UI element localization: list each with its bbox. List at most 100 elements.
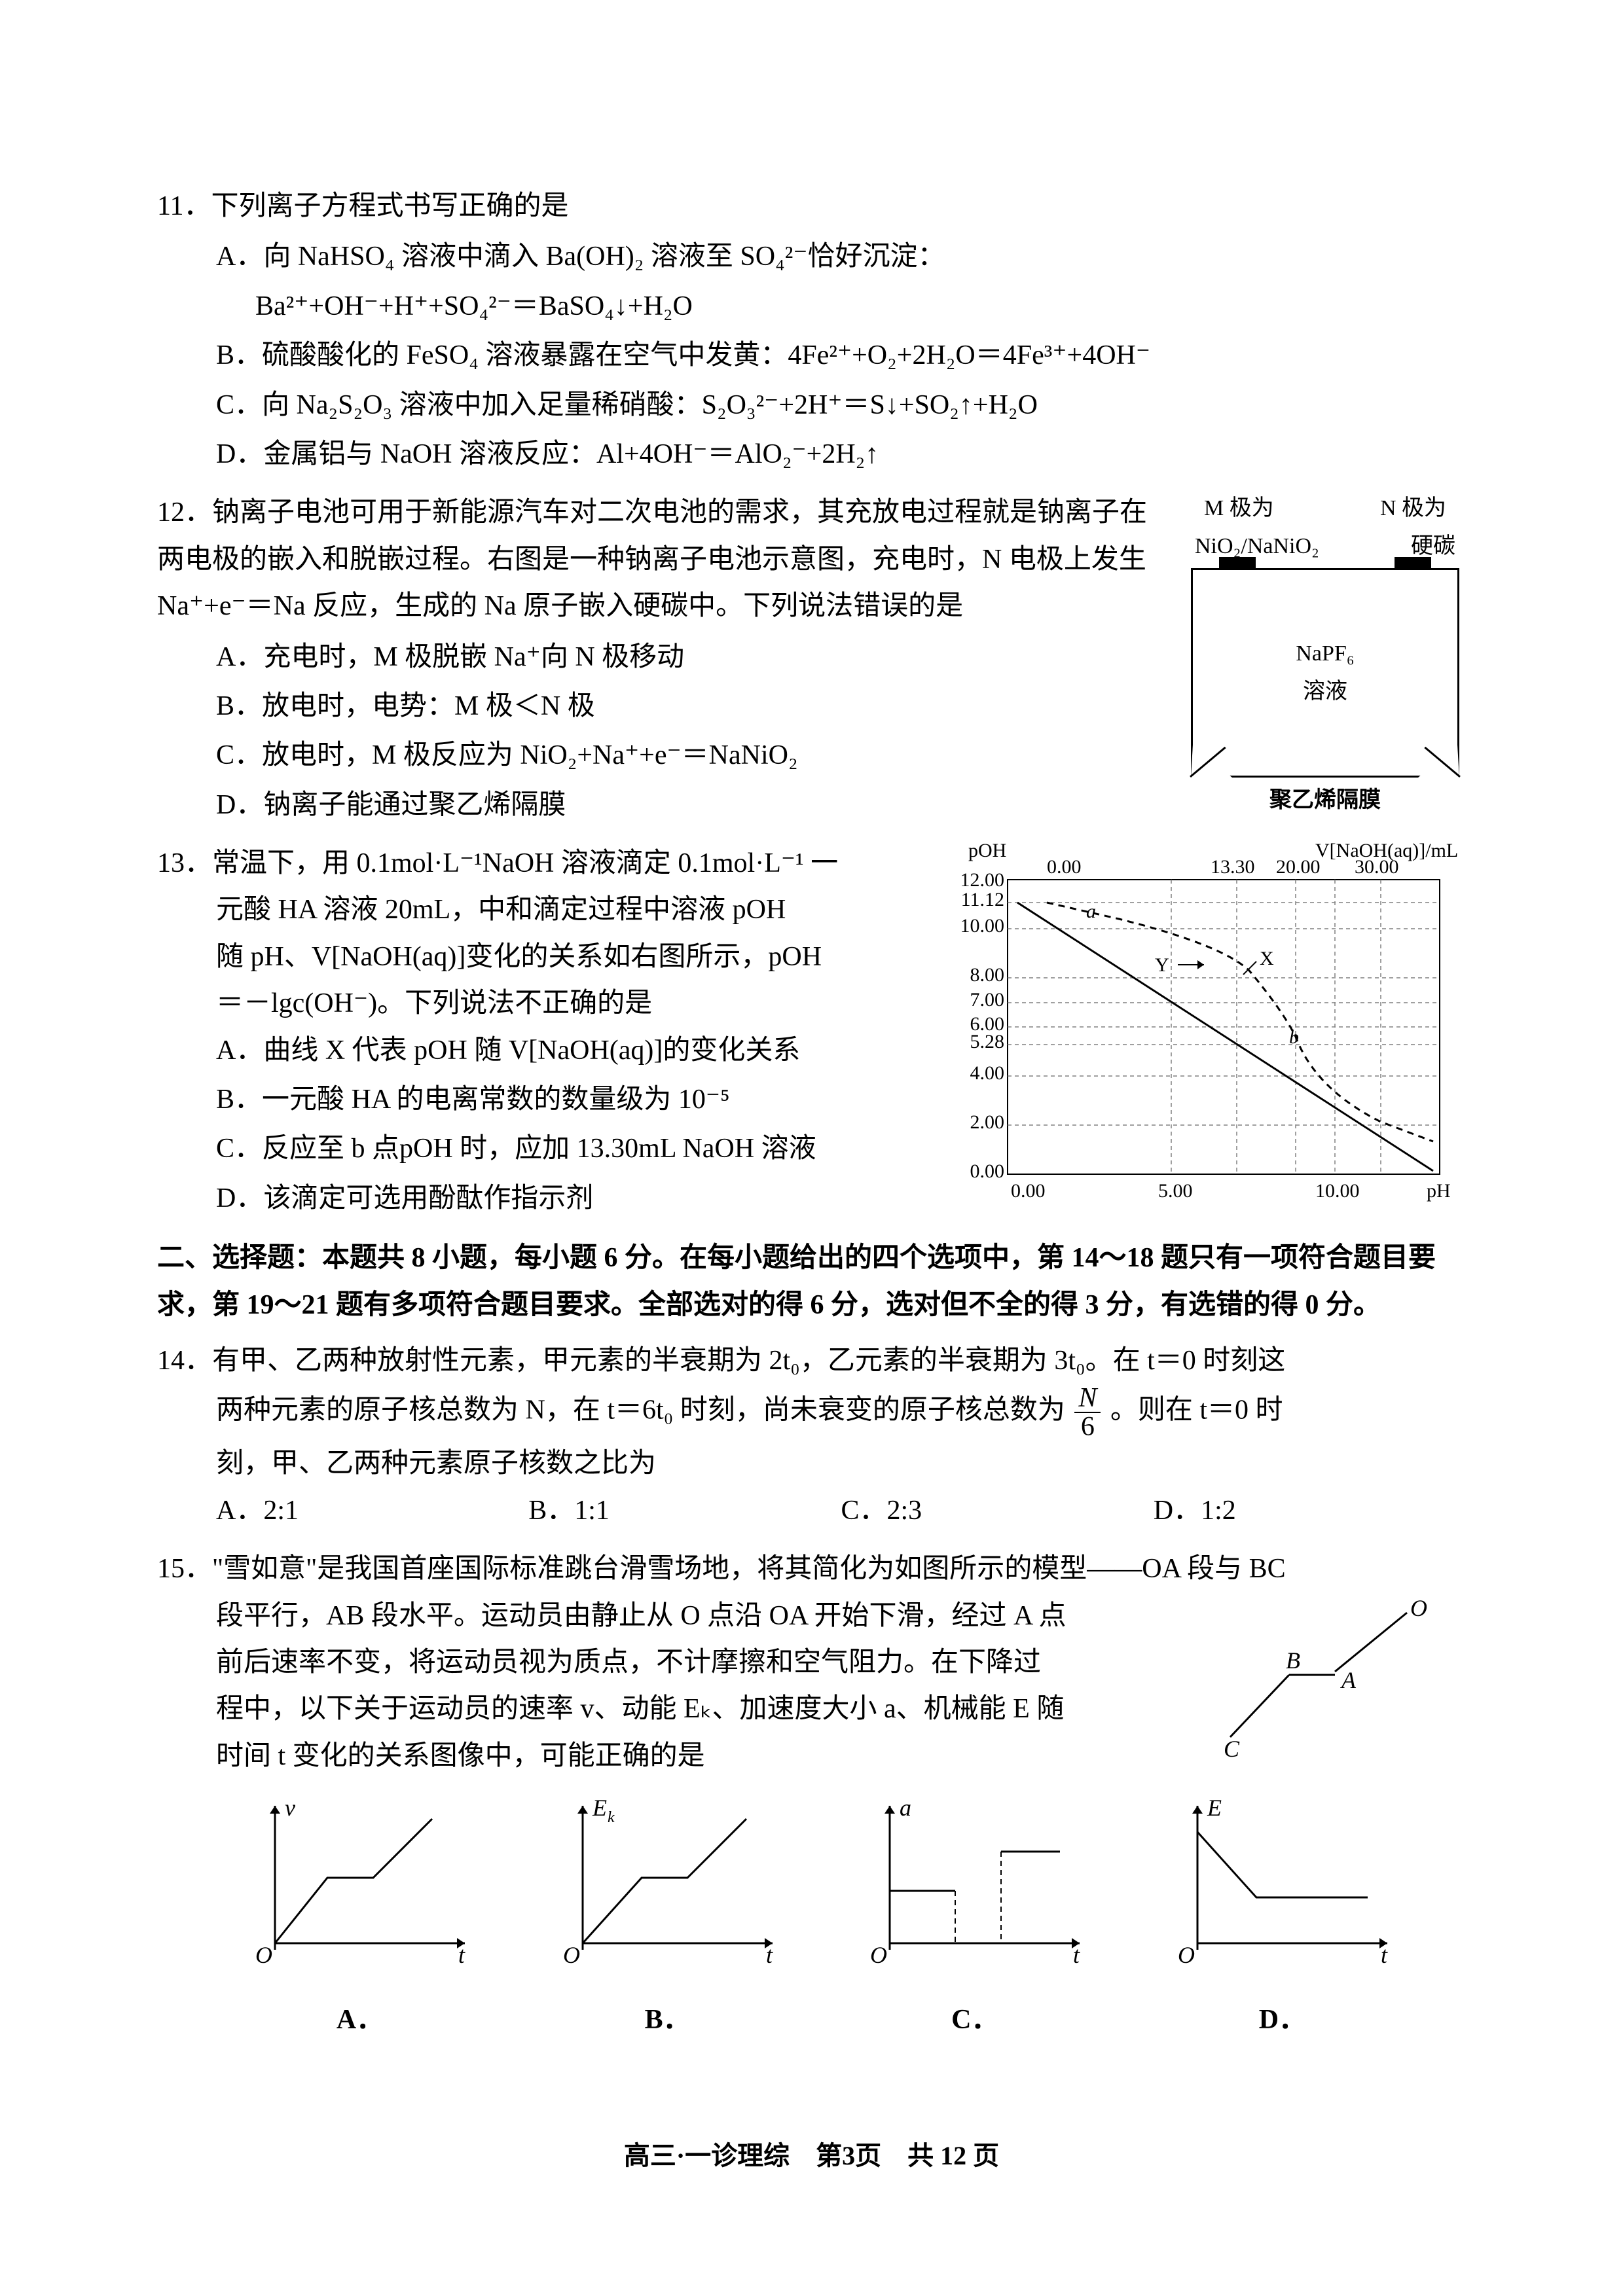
svg-text:10.00: 10.00 [1315, 1180, 1360, 1202]
q12-option-b: B．放电时，电势：M 极＜N 极 [157, 683, 1152, 730]
q13-number: 13． [157, 848, 212, 878]
svg-text:t: t [458, 1942, 465, 1968]
q14-line-1: 14．有甲、乙两种放射性元素，甲元素的半衰期为 2t₀，乙元素的半衰期为 3t₀… [157, 1338, 1466, 1384]
svg-text:30.00: 30.00 [1355, 856, 1399, 878]
svg-text:5.28: 5.28 [970, 1031, 1005, 1052]
svg-text:4.00: 4.00 [970, 1062, 1005, 1084]
svg-text:20.00: 20.00 [1276, 856, 1321, 878]
svg-text:O: O [1410, 1600, 1427, 1621]
q14-number: 14． [157, 1346, 212, 1376]
curve-y [1017, 903, 1433, 1171]
q15-graph-c-label: C． [831, 1997, 1119, 2043]
chart-yticks: 12.00 11.12 10.00 8.00 7.00 6.00 5.28 4.… [960, 869, 1005, 1182]
svg-text:O: O [1178, 1942, 1195, 1968]
section-2-header: 二、选择题：本题共 8 小题，每小题 6 分。在每小题给出的四个选项中，第 14… [157, 1235, 1466, 1329]
svg-text:Y: Y [1155, 954, 1169, 976]
svg-text:7.00: 7.00 [970, 989, 1005, 1011]
q13-option-a: A．曲线 X 代表 pOH 随 V[NaOH(aq)]的变化关系 [157, 1028, 864, 1074]
q15-graph-a: v t O A． [216, 1793, 504, 2043]
poh-chart: pOH V[NaOH(aq)]/mL 0.00 13.30 20.00 30.0… [896, 840, 1472, 1207]
svg-text:5.00: 5.00 [1158, 1180, 1193, 1202]
q13-line-2: 元酸 HA 溶液 20mL，中和滴定过程中溶液 pOH [157, 887, 864, 933]
chart-grid-h [1008, 903, 1440, 1125]
svg-text:0.00: 0.00 [970, 1160, 1005, 1182]
svg-text:B: B [1286, 1647, 1300, 1674]
q15-graphs-row: v t O A． E k t O [157, 1793, 1466, 2043]
svg-text:0.00: 0.00 [1047, 856, 1082, 878]
battery-label-n: N 极为 [1380, 490, 1446, 528]
q11-option-c: C．向 Na₂S₂O₃ 溶液中加入足量稀硝酸：S₂O₃²⁻+2H⁺＝S↓+SO₂… [157, 382, 1466, 429]
svg-text:a: a [1086, 901, 1096, 922]
q12-stem: 12．钠离子电池可用于新能源汽车对二次电池的需求，其充放电过程就是钠离子在两电极… [157, 490, 1152, 630]
q15-graph-d-label: D． [1139, 1997, 1427, 2043]
q15-line-3: 前后速率不变，将运动员视为质点，不计摩擦和空气阻力。在下降过 [157, 1640, 1218, 1686]
svg-text:v: v [285, 1795, 295, 1821]
q13-line-4: ＝－lgc(OH⁻)。下列说法不正确的是 [157, 980, 864, 1027]
q11-option-b: B．硫酸酸化的 FeSO₄ 溶液暴露在空气中发黄：4Fe²⁺+O₂+2H₂O＝4… [157, 332, 1466, 379]
ski-svg: O A B C [1224, 1600, 1427, 1763]
svg-text:t: t [766, 1942, 773, 1968]
q15-line-5: 时间 t 变化的关系图像中，可能正确的是 [157, 1733, 1218, 1780]
battery-box: NaPF₆ 溶液 [1191, 568, 1459, 778]
question-15: 15．"雪如意"是我国首座国际标准跳台滑雪场地，将其简化为如图所示的模型——OA… [157, 1546, 1466, 2043]
battery-diagram: M 极为 N 极为 NiO₂/NaNiO₂ 硬碳 NaPF₆ 溶液 聚乙烯隔膜 [1184, 490, 1466, 819]
svg-text:X: X [1260, 948, 1274, 969]
battery-electrolyte-2: 溶液 [1303, 673, 1347, 711]
svg-text:t: t [1381, 1942, 1388, 1968]
svg-text:12.00: 12.00 [960, 869, 1005, 891]
q15-graph-b-label: B． [524, 1997, 812, 2043]
q12-option-d: D．钠离子能通过聚乙烯隔膜 [157, 782, 1152, 829]
q11-option-a-lead: A．向 NaHSO₄ 溶液中滴入 Ba(OH)₂ 溶液至 SO₄²⁻恰好沉淀： [157, 234, 1466, 280]
exam-page: 11．下列离子方程式书写正确的是 A．向 NaHSO₄ 溶液中滴入 Ba(OH)… [157, 183, 1466, 2043]
question-13: pOH V[NaOH(aq)]/mL 0.00 13.30 20.00 30.0… [157, 840, 1466, 1222]
q15-line-2: 段平行，AB 段水平。运动员由静止从 O 点沿 OA 开始下滑，经过 A 点 [157, 1593, 1218, 1640]
q12-option-a: A．充电时，M 极脱嵌 Na⁺向 N 极移动 [157, 634, 1152, 681]
q14-line-2: 两种元素的原子核总数为 N，在 t＝6t₀ 时刻，尚未衰变的原子核总数为 N 6… [157, 1384, 1466, 1441]
question-14: 14．有甲、乙两种放射性元素，甲元素的半衰期为 2t₀，乙元素的半衰期为 3t₀… [157, 1338, 1466, 1534]
q14-line-3: 刻，甲、乙两种元素原子核数之比为 [157, 1441, 1466, 1487]
battery-membrane-label: 聚乙烯隔膜 [1184, 781, 1466, 819]
svg-text:k: k [608, 1809, 615, 1826]
q14-option-b: B．1:1 [528, 1488, 841, 1534]
svg-text:a: a [900, 1795, 911, 1821]
battery-label-m: M 极为 [1204, 490, 1274, 528]
q15-graph-b: E k t O B． [524, 1793, 812, 2043]
q14-option-c: C．2:3 [841, 1488, 1154, 1534]
svg-text:pH: pH [1427, 1180, 1451, 1202]
q15-graph-c: a t O C． [831, 1793, 1119, 2043]
ski-diagram: O A B C [1224, 1600, 1427, 1763]
q15-number: 15． [157, 1554, 212, 1584]
q15-line-4: 程中，以下关于运动员的速率 v、动能 Eₖ、加速度大小 a、机械能 E 随 [157, 1686, 1218, 1732]
q11-number: 11． [157, 191, 211, 221]
svg-text:A: A [1340, 1667, 1357, 1693]
q13-line-3: 随 pH、V[NaOH(aq)]变化的关系如右图所示，pOH [157, 934, 864, 980]
q11-stem: 11．下列离子方程式书写正确的是 [157, 183, 1466, 230]
svg-text:b: b [1289, 1026, 1299, 1048]
q14-option-d: D．1:2 [1154, 1488, 1466, 1534]
svg-text:2.00: 2.00 [970, 1111, 1005, 1133]
svg-text:13.30: 13.30 [1211, 856, 1255, 878]
question-12: M 极为 N 极为 NiO₂/NaNiO₂ 硬碳 NaPF₆ 溶液 聚乙烯隔膜 … [157, 490, 1466, 829]
q13-line-1: 13．常温下，用 0.1mol·L⁻¹NaOH 溶液滴定 0.1mol·L⁻¹ … [157, 840, 864, 887]
svg-text:t: t [1073, 1942, 1080, 1968]
battery-electrolyte-1: NaPF₆ [1296, 635, 1354, 673]
chart-y-label: pOH [968, 840, 1006, 861]
battery-sub-m: NiO₂/NaNiO₂ [1195, 528, 1319, 565]
q14-options-row: A．2:1 B．1:1 C．2:3 D．1:2 [157, 1488, 1466, 1534]
q11-option-d: D．金属铝与 NaOH 溶液反应：Al+4OH⁻＝AlO₂⁻+2H₂↑ [157, 431, 1466, 478]
q12-option-c: C．放电时，M 极反应为 NiO₂+Na⁺+e⁻＝NaNiO₂ [157, 732, 1152, 779]
svg-text:O: O [563, 1942, 580, 1968]
svg-text:10.00: 10.00 [960, 915, 1005, 937]
svg-text:0.00: 0.00 [1011, 1180, 1046, 1202]
svg-text:8.00: 8.00 [970, 964, 1005, 986]
q11-option-a-eq: Ba²⁺+OH⁻+H⁺+SO₄²⁻＝BaSO₄↓+H₂O [157, 283, 1466, 330]
svg-text:11.12: 11.12 [961, 889, 1004, 910]
q12-stem-text: 钠离子电池可用于新能源汽车对二次电池的需求，其充放电过程就是钠离子在两电极的嵌入… [157, 497, 1147, 621]
curve-x [1047, 903, 1433, 1141]
q14-option-a: A．2:1 [216, 1488, 528, 1534]
q15-graph-d: E t O D． [1139, 1793, 1427, 2043]
poh-chart-svg: pOH V[NaOH(aq)]/mL 0.00 13.30 20.00 30.0… [896, 840, 1472, 1207]
svg-text:C: C [1224, 1736, 1240, 1762]
q11-stem-text: 下列离子方程式书写正确的是 [211, 191, 568, 221]
svg-text:E: E [592, 1795, 607, 1821]
